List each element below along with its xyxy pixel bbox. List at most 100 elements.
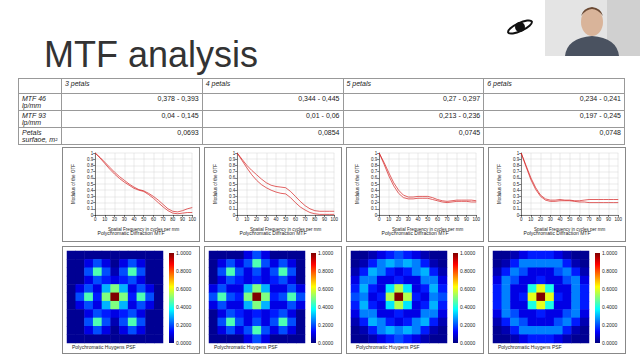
svg-text:60: 60 — [577, 217, 583, 222]
html-text:MTF analysis: MTF analysis — [44, 34, 258, 75]
svg-text:0.3: 0.3 — [513, 194, 520, 199]
svg-text:70: 70 — [587, 217, 593, 222]
svg-text:10: 10 — [102, 217, 108, 222]
svg-text:90: 90 — [606, 217, 612, 222]
html-text:MTF 93 lp/mm: MTF 93 lp/mm — [22, 112, 46, 126]
svg-text:Polychromatic Huygens PSF: Polychromatic Huygens PSF — [498, 344, 562, 350]
svg-text:0.9: 0.9 — [229, 157, 236, 162]
svg-text:0.7: 0.7 — [229, 169, 236, 174]
svg-text:50: 50 — [567, 217, 573, 222]
svg-text:30: 30 — [548, 217, 554, 222]
svg-text:80: 80 — [596, 217, 602, 222]
svg-text:0.9: 0.9 — [87, 157, 94, 162]
svg-text:20: 20 — [396, 217, 402, 222]
svg-text:0.2: 0.2 — [229, 200, 236, 205]
svg-text:0: 0 — [236, 217, 239, 222]
svg-text:0: 0 — [94, 217, 97, 222]
svg-text:70: 70 — [161, 217, 167, 222]
svg-text:0.7: 0.7 — [513, 169, 520, 174]
svg-text:0.8: 0.8 — [87, 163, 94, 168]
svg-text:Polychromatic Huygens PSF: Polychromatic Huygens PSF — [214, 344, 278, 350]
svg-text:50: 50 — [425, 217, 431, 222]
svg-text:1: 1 — [233, 151, 236, 156]
svg-text:100: 100 — [614, 217, 622, 222]
svg-text:0.5: 0.5 — [371, 182, 378, 187]
svg-text:0: 0 — [520, 217, 523, 222]
svg-text:100: 100 — [330, 217, 338, 222]
svg-text:0.1: 0.1 — [513, 206, 520, 211]
svg-text:0.2: 0.2 — [87, 200, 94, 205]
html-text:Petals surfaoe, m²: Petals surfaoe, m² — [22, 129, 58, 143]
svg-text:Polychromatic Diffraction MTF: Polychromatic Diffraction MTF — [98, 230, 165, 236]
svg-text:Modulus of the OTF: Modulus of the OTF — [71, 164, 76, 204]
svg-text:0.7: 0.7 — [87, 169, 94, 174]
svg-text:0.1: 0.1 — [87, 206, 94, 211]
svg-text:90: 90 — [322, 217, 328, 222]
svg-text:20: 20 — [112, 217, 118, 222]
svg-text:0.8: 0.8 — [513, 163, 520, 168]
svg-text:Polychromatic Diffraction MTF: Polychromatic Diffraction MTF — [240, 230, 307, 236]
svg-text:40: 40 — [415, 217, 421, 222]
svg-text:40: 40 — [131, 217, 137, 222]
svg-text:0.9: 0.9 — [513, 157, 520, 162]
svg-text:0.5: 0.5 — [229, 182, 236, 187]
svg-text:0.6: 0.6 — [87, 175, 94, 180]
svg-text:100: 100 — [188, 217, 196, 222]
svg-text:10: 10 — [244, 217, 250, 222]
svg-text:30: 30 — [264, 217, 270, 222]
svg-text:0.3: 0.3 — [371, 194, 378, 199]
svg-text:0.1: 0.1 — [371, 206, 378, 211]
svg-text:30: 30 — [122, 217, 128, 222]
svg-text:50: 50 — [283, 217, 289, 222]
svg-text:1: 1 — [375, 151, 378, 156]
svg-text:0.6: 0.6 — [371, 175, 378, 180]
svg-text:60: 60 — [293, 217, 299, 222]
svg-text:100: 100 — [472, 217, 480, 222]
svg-text:80: 80 — [454, 217, 460, 222]
svg-text:10: 10 — [386, 217, 392, 222]
svg-text:60: 60 — [435, 217, 441, 222]
svg-text:20: 20 — [538, 217, 544, 222]
svg-text:0.6: 0.6 — [229, 175, 236, 180]
svg-text:Polychromatic Huygens PSF: Polychromatic Huygens PSF — [72, 344, 136, 350]
svg-text:0.2: 0.2 — [513, 200, 520, 205]
svg-text:90: 90 — [464, 217, 470, 222]
svg-text:1: 1 — [517, 151, 520, 156]
svg-text:0.7: 0.7 — [371, 169, 378, 174]
svg-text:40: 40 — [557, 217, 563, 222]
svg-text:80: 80 — [312, 217, 318, 222]
svg-text:0.9: 0.9 — [371, 157, 378, 162]
svg-text:Modulus of the OTF: Modulus of the OTF — [497, 164, 502, 204]
svg-text:70: 70 — [445, 217, 451, 222]
svg-text:0.1: 0.1 — [229, 206, 236, 211]
svg-text:0.8: 0.8 — [371, 163, 378, 168]
svg-text:0.3: 0.3 — [229, 194, 236, 199]
svg-text:Modulus of the OTF: Modulus of the OTF — [355, 164, 360, 204]
svg-text:10: 10 — [528, 217, 534, 222]
svg-text:60: 60 — [151, 217, 157, 222]
svg-text:0.4: 0.4 — [513, 188, 520, 193]
svg-text:20: 20 — [254, 217, 260, 222]
svg-text:0.8: 0.8 — [229, 163, 236, 168]
svg-text:0: 0 — [378, 217, 381, 222]
svg-text:1: 1 — [91, 151, 94, 156]
svg-text:90: 90 — [180, 217, 186, 222]
html-text:MTF 46 lp/mm: MTF 46 lp/mm — [22, 95, 46, 109]
svg-text:Polychromatic Huygens PSF: Polychromatic Huygens PSF — [356, 344, 420, 350]
svg-text:70: 70 — [303, 217, 309, 222]
svg-text:0.4: 0.4 — [371, 188, 378, 193]
svg-text:30: 30 — [406, 217, 412, 222]
svg-text:0.6: 0.6 — [513, 175, 520, 180]
svg-text:0.3: 0.3 — [87, 194, 94, 199]
svg-text:0.5: 0.5 — [513, 182, 520, 187]
svg-text:0.5: 0.5 — [87, 182, 94, 187]
svg-text:0.4: 0.4 — [87, 188, 94, 193]
svg-text:50: 50 — [141, 217, 147, 222]
svg-text:Modulus of the OTF: Modulus of the OTF — [213, 164, 218, 204]
svg-text:0.4: 0.4 — [229, 188, 236, 193]
svg-text:Polychromatic Diffraction MTF: Polychromatic Diffraction MTF — [524, 230, 591, 236]
svg-text:Polychromatic Diffraction MTF: Polychromatic Diffraction MTF — [382, 230, 449, 236]
svg-text:80: 80 — [170, 217, 176, 222]
svg-text:40: 40 — [273, 217, 279, 222]
svg-text:0.2: 0.2 — [371, 200, 378, 205]
